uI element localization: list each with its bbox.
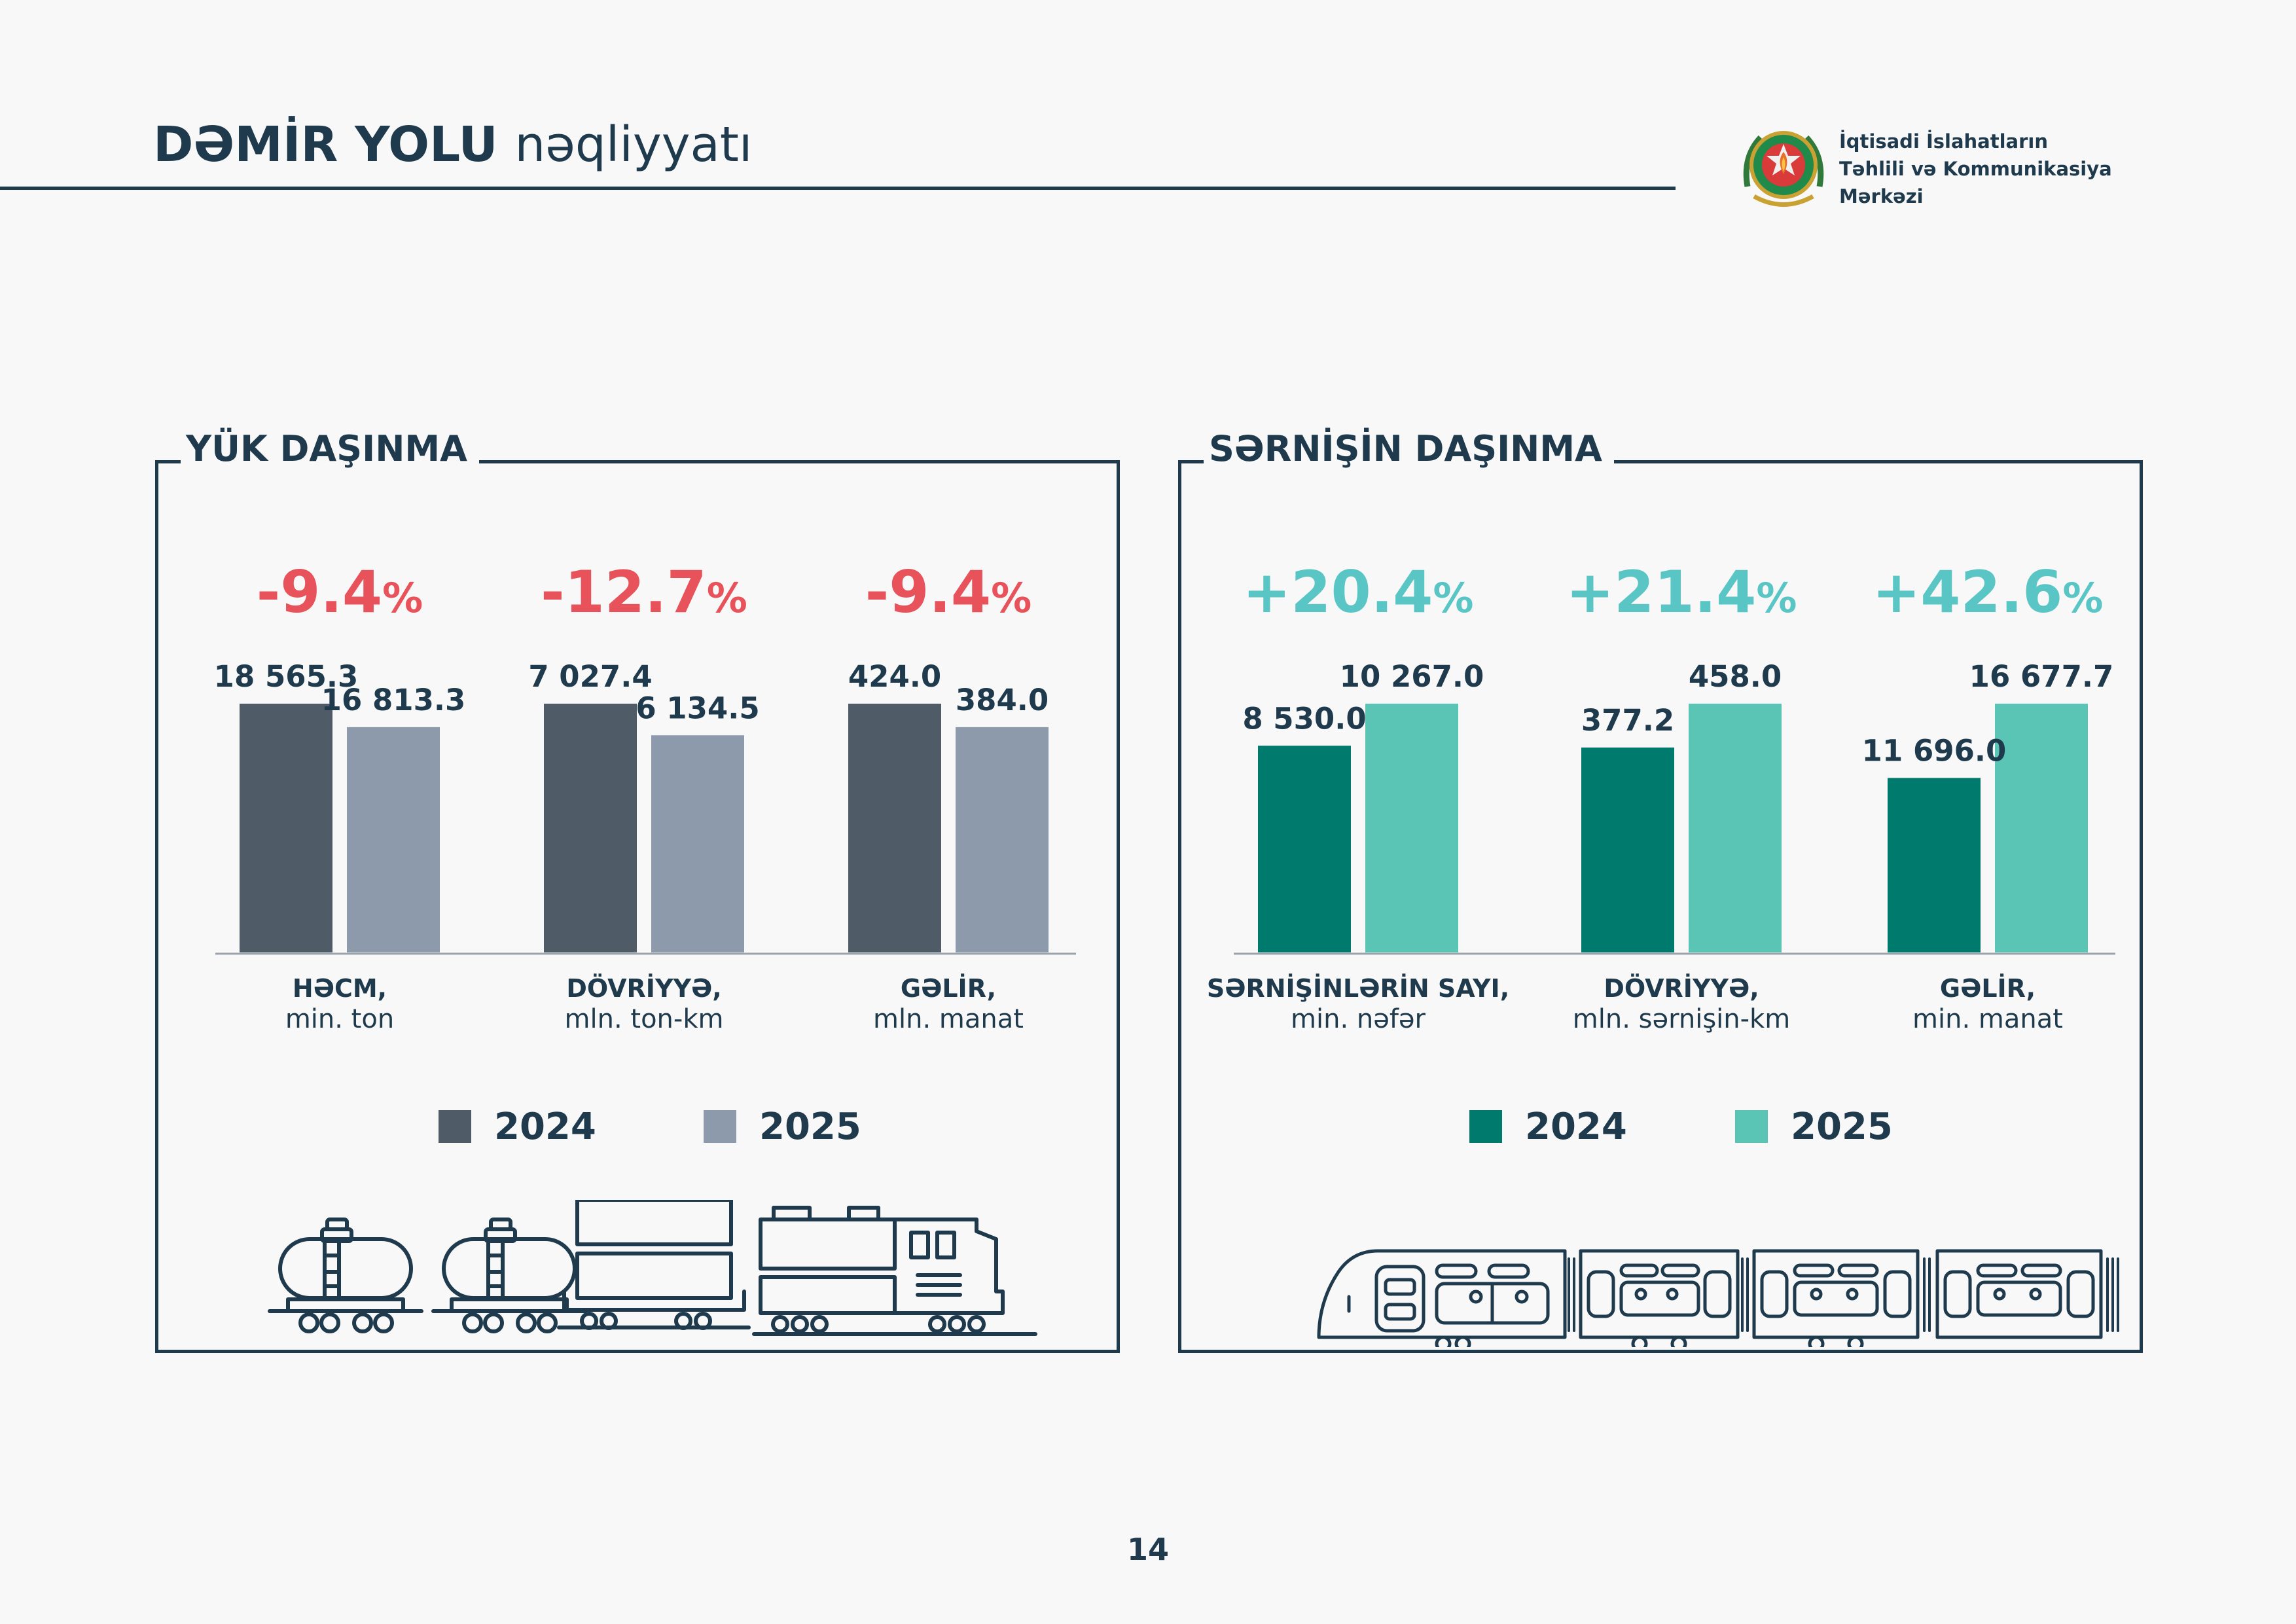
page-title: DƏMİR YOLU nəqliyyatı <box>153 115 752 174</box>
legend-swatch-2025 <box>704 1110 736 1143</box>
bar-2024-1 <box>544 704 637 952</box>
freight-train-illustration <box>268 1200 1037 1336</box>
organization-name-line1: İqtisadi İslahatların <box>1839 130 2049 153</box>
bar-2024-0 <box>1258 746 1351 952</box>
organization-name: İqtisadi İslahatların Təhlili və Kommuni… <box>1839 128 2112 210</box>
category-label-2: GƏLİR, <box>901 974 996 1003</box>
bar-2025-1 <box>1689 704 1782 952</box>
data-label-2025-2: 384.0 <box>956 683 1049 717</box>
percent-sign: % <box>991 574 1031 622</box>
change-percent-0: -9.4% <box>257 558 423 626</box>
category-unit-1: mln. sərnişin-km <box>1573 1004 1790 1034</box>
passenger-train-illustration <box>1317 1249 2119 1347</box>
cargo-transport-panel: YÜK DAŞINMA 18 565.3 16 813.3 -9.4% HƏCM, mi… <box>155 423 1120 1353</box>
data-label-2025-1: 6 134.5 <box>636 691 759 725</box>
bar-2025-2 <box>1995 704 2088 952</box>
change-percent-1: +21.4% <box>1566 558 1797 626</box>
category-label-0: HƏCM, <box>293 974 387 1003</box>
percent-sign: % <box>1756 574 1797 622</box>
data-label-2024-2: 424.0 <box>848 659 941 694</box>
bar-2024-1 <box>1581 748 1674 952</box>
page-number: 14 <box>1126 1532 1169 1567</box>
bar-2024-0 <box>240 704 332 952</box>
data-label-2024-1: 7 027.4 <box>528 659 652 694</box>
legend-label-2025: 2025 <box>759 1106 861 1148</box>
coat-of-arms-logo <box>1743 131 1824 207</box>
category-unit-0: min. nəfər <box>1291 1004 1426 1034</box>
legend-swatch-2024 <box>1469 1110 1502 1143</box>
data-label-2025-1: 458.0 <box>1689 659 1782 694</box>
legend-label-2025: 2025 <box>1791 1106 1893 1148</box>
data-label-2025-0: 16 813.3 <box>321 683 466 717</box>
category-unit-0: min. ton <box>285 1004 394 1034</box>
percent-sign: % <box>382 574 423 622</box>
passenger-transport-panel: SƏRNİŞİN DAŞINMA 8 530.0 10 267.0 +20.4% SƏ… <box>1178 423 2143 1353</box>
percent-sign: % <box>2062 574 2103 622</box>
data-label-2024-2: 11 696.0 <box>1862 734 2007 768</box>
passenger-bar-chart: 8 530.0 10 267.0 +20.4% SƏRNİŞİNLƏRİN SAYI,… <box>1207 558 2115 1148</box>
bar-2025-0 <box>347 727 440 952</box>
legend-swatch-2025 <box>1735 1110 1768 1143</box>
data-label-2024-0: 18 565.3 <box>214 659 359 694</box>
page-title-light: nəqliyyatı <box>514 117 753 173</box>
category-label-1: DÖVRİYYƏ, <box>1604 974 1759 1003</box>
bar-2024-2 <box>1888 778 1981 952</box>
bar-2025-2 <box>956 727 1049 952</box>
change-percent-2: -9.4% <box>865 558 1032 626</box>
title-underline <box>0 187 1676 190</box>
cargo-bar-chart: 18 565.316 813.3 -9.4% HƏCM,min. ton 7 027.… <box>214 558 1076 1148</box>
organization-name-line2: Təhlili və Kommunikasiya <box>1839 158 2112 180</box>
category-unit-1: mln. ton-km <box>565 1004 724 1034</box>
category-unit-2: min. manat <box>1912 1004 2063 1034</box>
cargo-panel-title: YÜK DAŞINMA <box>181 423 479 475</box>
category-unit-2: mln. manat <box>873 1004 1024 1034</box>
legend-label-2024: 2024 <box>1525 1106 1627 1148</box>
bar-2024-2 <box>848 704 941 952</box>
organization-name-line3: Mərkəzi <box>1839 185 1924 208</box>
passenger-panel-title: SƏRNİŞİN DAŞINMA <box>1204 423 1614 475</box>
category-label-0: SƏRNİŞİNLƏRİN SAYI, <box>1207 974 1509 1003</box>
category-label-2: GƏLİR, <box>1940 974 2036 1003</box>
bar-2025-0 <box>1365 704 1458 952</box>
legend-swatch-2024 <box>439 1110 471 1143</box>
legend-label-2024: 2024 <box>494 1106 596 1148</box>
data-label-2024-1: 377.2 <box>1581 703 1674 738</box>
data-label-2025-0: 10 267.0 <box>1340 659 1484 694</box>
change-percent-2: +42.6% <box>1873 558 2104 626</box>
category-label-1: DÖVRİYYƏ, <box>566 974 721 1003</box>
data-label-2025-2: 16 677.7 <box>1969 659 2114 694</box>
change-percent-0: +20.4% <box>1243 558 1474 626</box>
change-percent-1: -12.7% <box>541 558 747 626</box>
bar-2025-1 <box>651 735 744 952</box>
data-label-2024-0: 8 530.0 <box>1242 701 1366 736</box>
percent-sign: % <box>707 574 747 622</box>
page-title-strong: DƏMİR YOLU <box>153 117 498 173</box>
percent-sign: % <box>1433 574 1473 622</box>
